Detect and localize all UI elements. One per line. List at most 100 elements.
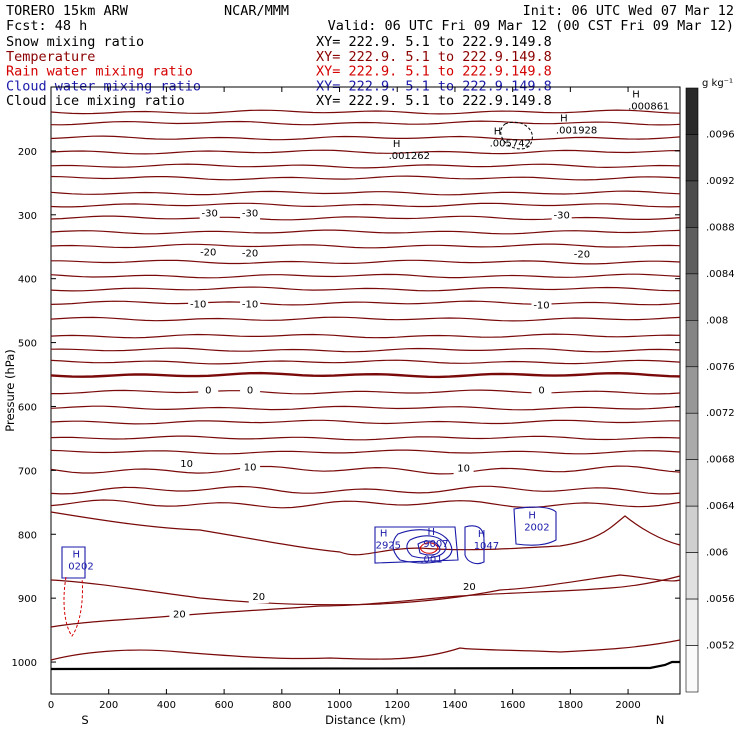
temp-label-bg	[459, 581, 480, 593]
colorbar-swatch	[685, 366, 699, 414]
temp-contour	[50, 243, 681, 249]
maximum-value: .001928	[556, 126, 597, 137]
temp-contour	[50, 120, 681, 126]
colorbar-swatch	[685, 505, 699, 553]
colorbar-label: .006	[706, 548, 728, 559]
center-title: NCAR/MMM	[224, 3, 289, 19]
temp-label-bg	[531, 385, 552, 397]
field-name: Snow mixing ratio	[6, 34, 144, 50]
maximum-marker: H	[73, 549, 81, 560]
south-label: S	[81, 713, 88, 727]
colorbar-label: .0064	[706, 501, 735, 512]
temp-contour	[50, 347, 681, 353]
temp-contour	[50, 229, 681, 235]
cloud-water-contour	[374, 526, 459, 564]
rain-contour	[63, 576, 83, 637]
maximum-marker: H	[478, 529, 486, 540]
forecast-hour: Fcst: 48 h	[6, 18, 87, 34]
x-tick-label: 2000	[615, 700, 640, 711]
temp-label-bg	[198, 247, 219, 259]
colorbar-label: .0052	[706, 641, 735, 652]
init-time: Init: 06 UTC Wed 07 Mar 12	[523, 3, 734, 19]
x-tick-label: 1200	[385, 700, 410, 711]
field-xy-range: XY= 222.9. 5.1 to 222.9.149.8	[316, 78, 552, 94]
temp-label: 20	[252, 592, 265, 603]
temp-contour	[50, 190, 681, 196]
x-tick-label: 600	[215, 700, 234, 711]
cloud-water-contour	[392, 529, 453, 564]
temp-contour	[50, 405, 681, 411]
temp-label: -10	[242, 299, 258, 310]
maximum-value: .005742	[490, 138, 531, 149]
maxima-labels: H.000861H.001928H.005742H.001262H2925H90…	[68, 89, 669, 572]
temp-contour	[50, 574, 681, 606]
temp-label-bg	[169, 609, 190, 621]
x-axis-label: Distance (km)	[325, 713, 406, 727]
temp-label-bg	[248, 592, 269, 604]
temp-label: -30	[554, 211, 570, 222]
temp-contour	[51, 259, 681, 265]
y-axis-label: Pressure (hPa)	[3, 349, 17, 432]
temp-label: 0	[205, 386, 211, 397]
y-tick-label: 500	[18, 339, 37, 350]
x-tick-label: 1800	[558, 700, 583, 711]
y-tick-label: 600	[18, 402, 37, 413]
temp-label-bg	[240, 462, 261, 474]
colorbar-swatch	[685, 552, 699, 600]
temp-contour	[50, 449, 681, 455]
colorbar-label: .0084	[706, 269, 735, 280]
temp-contour	[50, 435, 681, 441]
ground-line	[50, 660, 680, 671]
temp-contour-zero	[50, 371, 681, 379]
temp-contour	[50, 639, 681, 661]
temp-contour	[50, 163, 681, 169]
temp-label-bg	[199, 208, 220, 220]
field-xy-range: XY= 222.9. 5.1 to 222.9.149.8	[316, 64, 552, 80]
temp-label: 20	[173, 609, 186, 620]
temp-contour	[50, 109, 681, 115]
colorbar-label: .0092	[706, 176, 735, 187]
colorbar-swatch	[685, 412, 699, 460]
colorbar-label: .0056	[706, 594, 735, 605]
ground-surface	[50, 660, 680, 671]
maximum-value: .000861	[628, 101, 669, 112]
temp-contour	[50, 175, 681, 181]
temp-contour	[51, 389, 681, 395]
field-name: Cloud ice mixing ratio	[6, 93, 185, 109]
colorbar-label: .008	[706, 315, 728, 326]
maximum-marker: H	[528, 510, 536, 521]
plot-frame	[50, 86, 681, 695]
temperature-labels: -30 -30 -30 -20 -20 -20 -10 -10 -10 0 0 0 10 10 10 20 20…	[169, 208, 592, 621]
temp-contour	[50, 273, 681, 279]
temp-contour	[50, 135, 681, 141]
temp-label: -20	[242, 248, 258, 259]
colorbar-label: .0096	[706, 129, 735, 140]
temp-contour	[50, 359, 681, 365]
colorbar-label: .0076	[706, 362, 735, 373]
temp-label: 0	[247, 386, 253, 397]
maximum-value: 9007	[423, 539, 448, 550]
maximum-value: .001262	[389, 151, 430, 162]
colorbar-swatch	[685, 273, 699, 321]
y-tick-label: 700	[18, 466, 37, 477]
temp-contour	[50, 215, 681, 221]
field-name: Rain water mixing ratio	[6, 64, 193, 80]
temp-label: 0	[538, 386, 544, 397]
temp-label: -30	[202, 209, 218, 220]
x-tick-label: 200	[99, 700, 118, 711]
x-tick-label: 1600	[500, 700, 525, 711]
temp-label-bg	[240, 248, 261, 260]
temp-label-bg	[551, 210, 572, 222]
temp-label: 20	[463, 582, 476, 593]
axes: 0 200 400 600 800 1000 1200 1400 1600 1800 2000200…	[3, 87, 680, 727]
x-tick-label: 1400	[442, 700, 467, 711]
temp-label-bg	[453, 463, 474, 475]
maximum-value: 2925	[376, 540, 401, 551]
header: TORERO 15km ARW NCAR/MMM Init: 06 UTC We…	[6, 3, 734, 34]
colorbar-swatch	[685, 320, 699, 368]
cloud-water-contour	[464, 525, 485, 565]
colorbar-swatch	[685, 645, 699, 693]
temperature-contours	[50, 109, 681, 661]
colorbar: .0096 .0092 .0088 .0084 .008 .0076 .0072 .0068.…	[685, 78, 735, 693]
colorbar-swatch	[685, 459, 699, 507]
